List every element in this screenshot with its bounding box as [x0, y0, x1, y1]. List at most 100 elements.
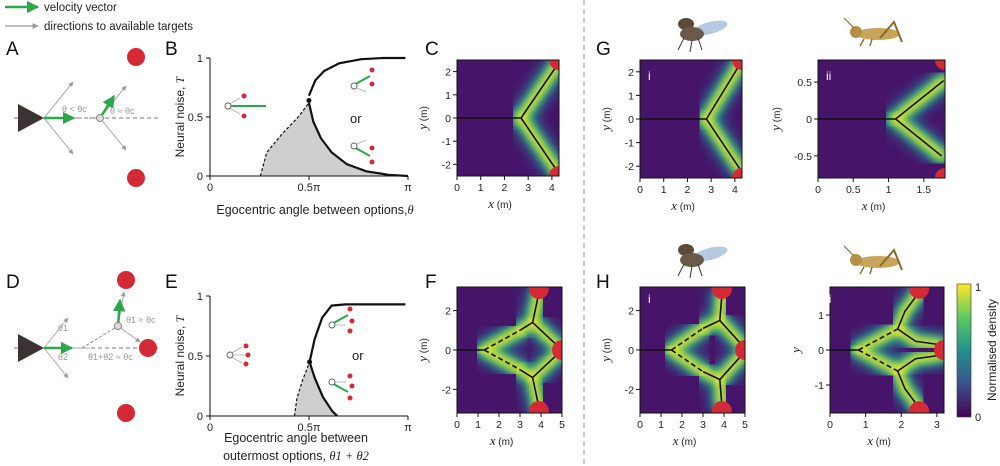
x-tick-label: 1: [475, 419, 481, 431]
subpanel-label-Hii: ii: [826, 292, 831, 306]
panel-label-F: F: [425, 272, 437, 293]
target-1: [732, 168, 742, 178]
x-tick-label: 0.5π: [298, 422, 321, 434]
trajectory-line-1: [483, 329, 521, 351]
locust-icon: [843, 245, 903, 275]
x-axis-unit: (m): [873, 437, 891, 448]
x-tick-label: 0.5π: [298, 182, 321, 194]
heatmap-Hii: 0 1 2 3 -1 0 1 x (m) y: [788, 286, 945, 448]
x-tick-label: 3: [708, 184, 714, 196]
x-tick-label: 5: [559, 419, 565, 431]
x-tick-label: 0: [637, 419, 643, 431]
y-axis-label: Neural noise, T: [173, 75, 187, 157]
target-1: [934, 340, 944, 360]
target-1: [552, 340, 562, 360]
x-tick-label: 4: [538, 419, 544, 431]
panel-label-B: B: [165, 39, 178, 60]
agent-icon-E-down: [328, 373, 355, 401]
x-axis-label: x (m): [866, 433, 891, 448]
agent-triangle: [18, 104, 44, 132]
x-tick-label: 2: [502, 182, 508, 194]
direction-arrow: [117, 325, 141, 343]
subpanel-label-Hi: i: [648, 292, 651, 306]
y-tick-label: 0: [628, 345, 634, 357]
trajectory-line-6: [897, 354, 941, 372]
trajectory-line-1: [520, 61, 559, 119]
path-segment: [81, 325, 119, 349]
x-axis-symbol: θ: [407, 203, 413, 217]
panel-label-D: D: [6, 272, 20, 293]
y-axis-unit: (m): [602, 107, 613, 125]
y-tick-label: 0: [818, 345, 824, 357]
target-bottom: [127, 169, 145, 187]
trajectory-line-1: [671, 327, 704, 351]
trajectory-line-2: [895, 118, 942, 157]
y-axis-unit: (m): [772, 107, 783, 125]
x-axis-label: x (m): [487, 196, 512, 211]
y-axis-label: y (m): [768, 107, 783, 133]
y-axis-label: y: [788, 347, 803, 355]
agent-position: [96, 114, 104, 122]
or-label-E: or: [352, 348, 364, 363]
panel-label-C: C: [425, 39, 439, 60]
x-tick-label: 0: [637, 184, 643, 196]
agent-icon-B-up: [350, 67, 375, 93]
target-2: [909, 401, 930, 413]
x-axis-label: Egocentric angle between options,θ: [216, 203, 413, 217]
y-tick-label: 0: [628, 114, 634, 126]
angle-label-eq: θ ≈ θc: [110, 106, 135, 116]
trajectory-line-1: [895, 80, 945, 120]
heatmap-content: [640, 60, 742, 178]
velocity-arrow: [112, 298, 126, 327]
agent-icon-E: [226, 343, 251, 367]
x-tick-label: 0: [454, 419, 460, 431]
y-axis-label: Neural noise, T: [173, 314, 187, 396]
colorbar-tick-top: 1: [975, 282, 981, 294]
y-tick-label: 2: [445, 67, 451, 79]
series-line-0: [308, 303, 406, 363]
y-tick-label: 1: [197, 291, 203, 303]
y-axis-unit: (m): [419, 338, 430, 356]
heatmap-content: [830, 287, 944, 413]
y-tick-label: 1: [445, 90, 451, 102]
x-tick-label: 3: [934, 419, 940, 431]
y-tick-label: 0.5: [188, 112, 203, 124]
chart-B: 0 0.5π π 0 0.5 1 Neural noise, T Egocentric ang…: [173, 53, 414, 217]
x-tick-label: 4: [549, 182, 555, 194]
series-line-0: [307, 56, 406, 97]
series-line-1: [308, 361, 339, 417]
legend: velocity vector directions to available …: [5, 0, 193, 33]
heatmap-F: 0 1 2 3 4 5 -2 0 2 x (m) y (m): [415, 286, 565, 448]
subpanel-label-Gii: ii: [826, 69, 831, 83]
y-axis-label: y (m): [415, 106, 430, 132]
x-tick-label: 1: [886, 184, 892, 196]
direction-arrow: [99, 117, 127, 151]
target-0: [528, 287, 549, 299]
target-bottom: [117, 404, 135, 422]
x-tick-label: 3: [700, 419, 706, 431]
x-axis-label: x (m): [672, 433, 697, 448]
heatmap-content: [457, 287, 562, 413]
target-0: [909, 287, 930, 299]
agent-icon-B: [224, 93, 266, 119]
x-axis-unit: (m): [677, 202, 695, 213]
target-top: [127, 48, 145, 66]
x-tick-label: 2: [496, 419, 502, 431]
x-tick-label: 2: [898, 419, 904, 431]
trajectory-line-6: [719, 353, 744, 381]
x-tick-label: 2: [679, 419, 685, 431]
agent-triangle: [18, 334, 44, 362]
x-tick-label: 2: [685, 184, 691, 196]
y-tick-label: -1: [815, 380, 824, 392]
y-tick-label: -2: [442, 384, 451, 396]
x-tick-label: 1: [863, 419, 869, 431]
target-middle: [139, 339, 157, 357]
x-axis-unit: (m): [868, 202, 886, 213]
agent-icon-E-up: [328, 306, 355, 334]
x-axis-label: x (m): [489, 433, 514, 448]
x-axis-unit: (m): [496, 437, 514, 448]
heatmap-Gi: 0 1 2 3 4 -2 -1 0 1 2 x (m) y (m): [598, 59, 743, 213]
sum-eq-label: θ1+θ2 ≈ θc: [88, 352, 133, 362]
heatmap-Gii: 0 0.5 1 1.5-0.500.5x (m)y (m): [768, 59, 946, 213]
target-1: [935, 168, 945, 178]
